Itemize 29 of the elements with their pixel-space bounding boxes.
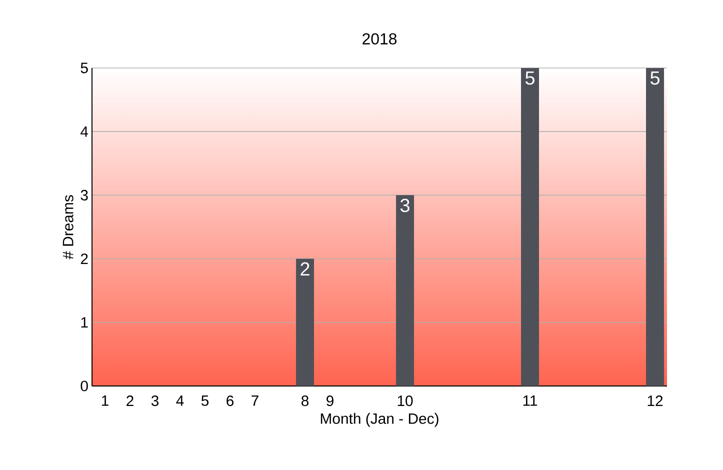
bar [296, 258, 314, 386]
x-tick-label: 10 [398, 396, 413, 406]
y-tick-label: 2 [80, 254, 88, 264]
x-tick-label: 6 [226, 396, 234, 406]
x-tick-label: 8 [302, 396, 309, 406]
x-tick-label: 2 [126, 396, 134, 406]
chart-title: 2018 [362, 33, 397, 44]
y-tick-label: 4 [80, 126, 88, 137]
data-label: 2 [300, 262, 310, 276]
data-label: 3 [400, 198, 410, 212]
y-axis-title: # Dreams [62, 195, 74, 260]
y-tick-label: 5 [80, 62, 88, 74]
x-tick-label: 4 [176, 396, 184, 406]
data-label: 5 [650, 72, 660, 85]
y-tick-label: 1 [81, 317, 88, 328]
x-tick-label: 5 [201, 396, 209, 406]
x-tick-label: 12 [648, 396, 663, 406]
x-tick-label: 11 [523, 396, 538, 406]
x-tick-label: 7 [252, 396, 258, 406]
x-tick-label: 1 [102, 396, 108, 406]
y-tick-label: 0 [80, 380, 88, 392]
x-axis-title: Month (Jan - Dec) [320, 412, 438, 427]
y-tick-label: 3 [80, 190, 88, 200]
data-label: 5 [525, 72, 534, 85]
x-tick-label: 9 [326, 396, 334, 406]
x-tick-label: 3 [151, 396, 159, 406]
bar [521, 68, 540, 386]
bar [396, 195, 414, 386]
bar [646, 68, 664, 386]
